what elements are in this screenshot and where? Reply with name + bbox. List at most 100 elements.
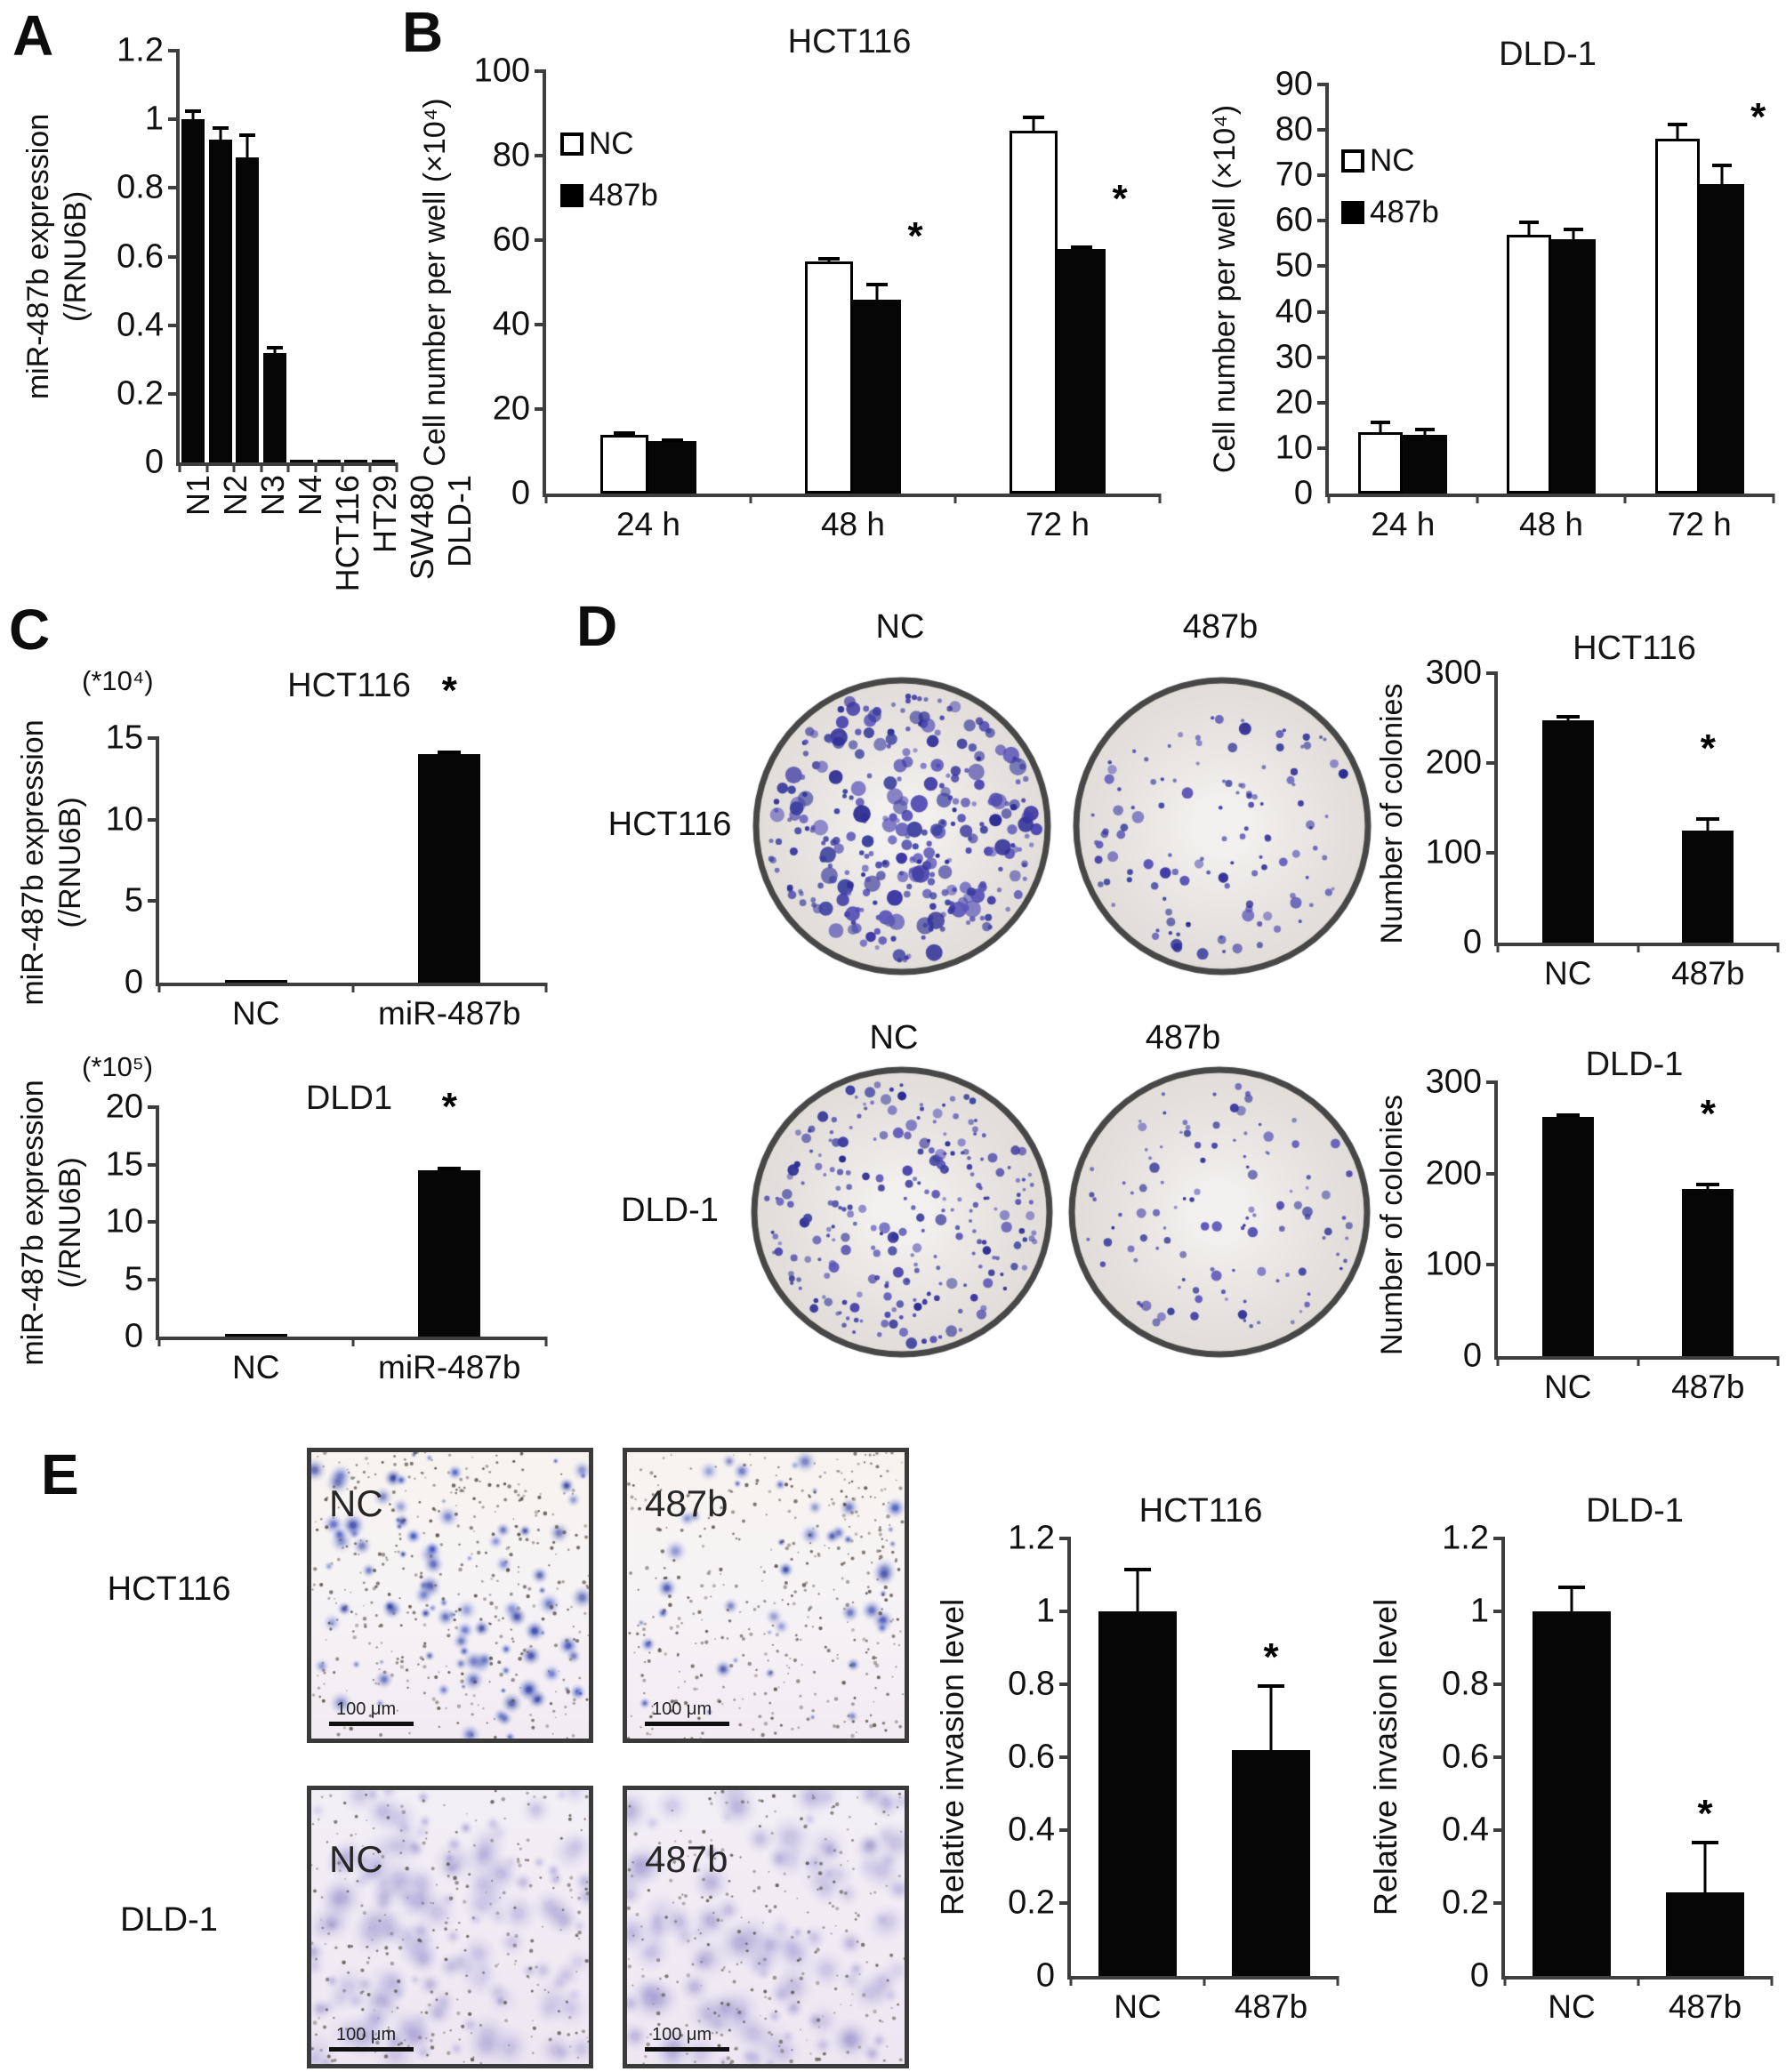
chart-proliferation-dld1: DLD-1 Cell number per well (×10⁴) 0 10 20 30 4… bbox=[1201, 0, 1786, 596]
x-axis-label: 24 h bbox=[615, 506, 680, 542]
error-bar bbox=[1667, 123, 1687, 140]
bar-487b bbox=[1058, 248, 1106, 494]
bars-region: * * bbox=[546, 71, 1160, 494]
y-tick-label: 1.2 bbox=[117, 31, 164, 69]
y-tick-label: 10 bbox=[105, 800, 143, 839]
x-axis-label: 487b bbox=[1671, 1369, 1745, 1405]
y-tick-mark bbox=[535, 69, 546, 73]
bar-NC bbox=[224, 1334, 287, 1337]
error-bar-line bbox=[1269, 1684, 1273, 1750]
bar-SW480 bbox=[344, 460, 368, 462]
y-tick-label: 0.8 bbox=[1442, 1665, 1489, 1703]
x-tick-mark bbox=[1496, 1356, 1500, 1366]
y-tick-label: 0 bbox=[511, 474, 530, 512]
bar-HT29 bbox=[317, 460, 341, 462]
x-axis-labels: NC 487b bbox=[1505, 1988, 1772, 2026]
error-bar-line bbox=[1527, 221, 1531, 235]
category-slot bbox=[1498, 673, 1638, 943]
category-slot bbox=[261, 51, 289, 462]
y-tick-mark bbox=[535, 238, 546, 242]
plot-area: 0 100 200 300 * NC 487b bbox=[1426, 1064, 1780, 1405]
bar-NC bbox=[1541, 1117, 1594, 1356]
error-bar-line bbox=[1080, 245, 1083, 249]
y-tick-label: 15 bbox=[105, 719, 143, 757]
bar-NC bbox=[1507, 234, 1551, 494]
x-tick-mark bbox=[544, 1337, 548, 1346]
invasion-image-dld1-nc: NC 100 μm bbox=[307, 1786, 593, 2068]
panel-label-b: B bbox=[402, 0, 444, 64]
x-tick-mark bbox=[1158, 494, 1162, 503]
bar-miR-487b bbox=[418, 1169, 481, 1337]
scale-bar-line bbox=[329, 1722, 414, 1726]
bar-487b bbox=[1232, 1749, 1310, 1976]
x-tick-mark bbox=[1637, 1976, 1640, 1986]
error-bar bbox=[614, 431, 635, 436]
error-bar-line bbox=[447, 1167, 451, 1170]
error-bar-line bbox=[1720, 164, 1724, 185]
y-tick-label: 80 bbox=[1275, 110, 1313, 149]
panel-label-a: A bbox=[12, 4, 54, 68]
y-tick-mark bbox=[1317, 219, 1329, 223]
legend-label: NC bbox=[1370, 143, 1415, 178]
category-slot: * bbox=[955, 71, 1160, 494]
bar-N2 bbox=[208, 140, 232, 462]
chart-title: DLD1 bbox=[305, 1080, 393, 1117]
scale-bar-line bbox=[645, 2047, 729, 2052]
error-bar-line bbox=[1566, 715, 1570, 720]
category-slot bbox=[159, 1107, 353, 1337]
plot-area: 0 5 10 15 20 * NC miR-487b bbox=[106, 1088, 548, 1385]
y-tick-mark bbox=[1317, 173, 1329, 178]
y-tick-label: 0 bbox=[1293, 474, 1313, 512]
y-tick-label: 0.6 bbox=[1008, 1738, 1055, 1776]
colony-dish-hct116-487b bbox=[1072, 676, 1372, 976]
y-tick-mark bbox=[1317, 83, 1329, 86]
bar-miR-487b bbox=[418, 754, 481, 983]
y-tick-mark bbox=[1317, 264, 1329, 269]
plot-area: 0 5 10 15 * NC miR-487b bbox=[106, 671, 548, 1032]
chart-invasion-dld1: DLD-1 Relative invasion level 0 0.2 0.4 0.6 0.… bbox=[1356, 1458, 1786, 2072]
category-slot bbox=[342, 51, 370, 462]
bar-NC bbox=[1010, 130, 1058, 494]
y-tick-label: 40 bbox=[492, 305, 530, 343]
row-label-dld1-invasion: DLD-1 bbox=[120, 1901, 218, 1939]
x-tick-mark bbox=[1770, 1976, 1774, 1986]
significance-star: * bbox=[1700, 726, 1716, 770]
x-axis-label-text: HCT116 bbox=[329, 475, 366, 592]
y-tick-label: 15 bbox=[105, 1145, 143, 1183]
x-axis-labels: NC 487b bbox=[1071, 1988, 1338, 2026]
y-tick-label: 1 bbox=[144, 100, 164, 138]
row-label-hct116-invasion: HCT116 bbox=[107, 1570, 231, 1608]
significance-star: * bbox=[907, 213, 923, 258]
y-tick-label: 80 bbox=[492, 136, 530, 174]
y-tick-label: 0 bbox=[144, 443, 164, 481]
error-bar-line bbox=[1566, 1112, 1570, 1118]
category-slot bbox=[1329, 84, 1477, 494]
category-slot bbox=[316, 51, 343, 462]
y-tick-label: 10 bbox=[105, 1202, 143, 1241]
y-tick-mark bbox=[535, 323, 546, 326]
column-header-487b-row2: 487b bbox=[1145, 1019, 1221, 1056]
error-bar bbox=[1258, 1684, 1284, 1750]
error-bar-line bbox=[671, 438, 674, 441]
error-bar bbox=[1371, 421, 1391, 432]
category-slot: * bbox=[1638, 673, 1779, 943]
x-tick-mark bbox=[544, 983, 548, 992]
bar-487b bbox=[648, 440, 696, 494]
y-tick-label: 5 bbox=[124, 881, 143, 920]
category-slot bbox=[1071, 1538, 1204, 1976]
y-tick-mark bbox=[168, 186, 180, 190]
y-tick-mark bbox=[148, 817, 159, 822]
error-bar bbox=[1124, 1567, 1151, 1611]
bar-NC bbox=[1358, 432, 1404, 494]
error-bar-line bbox=[245, 133, 249, 157]
category-slot: * bbox=[751, 71, 955, 494]
y-tick-label: 0.2 bbox=[1008, 1883, 1055, 1922]
x-tick-mark bbox=[351, 1337, 354, 1346]
scale-bar-label: 100 μm bbox=[652, 1699, 712, 1719]
x-tick-mark bbox=[1496, 943, 1500, 952]
error-bar bbox=[662, 438, 683, 443]
x-axis-label: 72 h bbox=[1025, 506, 1090, 542]
legend-swatch-487b bbox=[560, 184, 583, 207]
error-bar bbox=[1023, 115, 1044, 131]
